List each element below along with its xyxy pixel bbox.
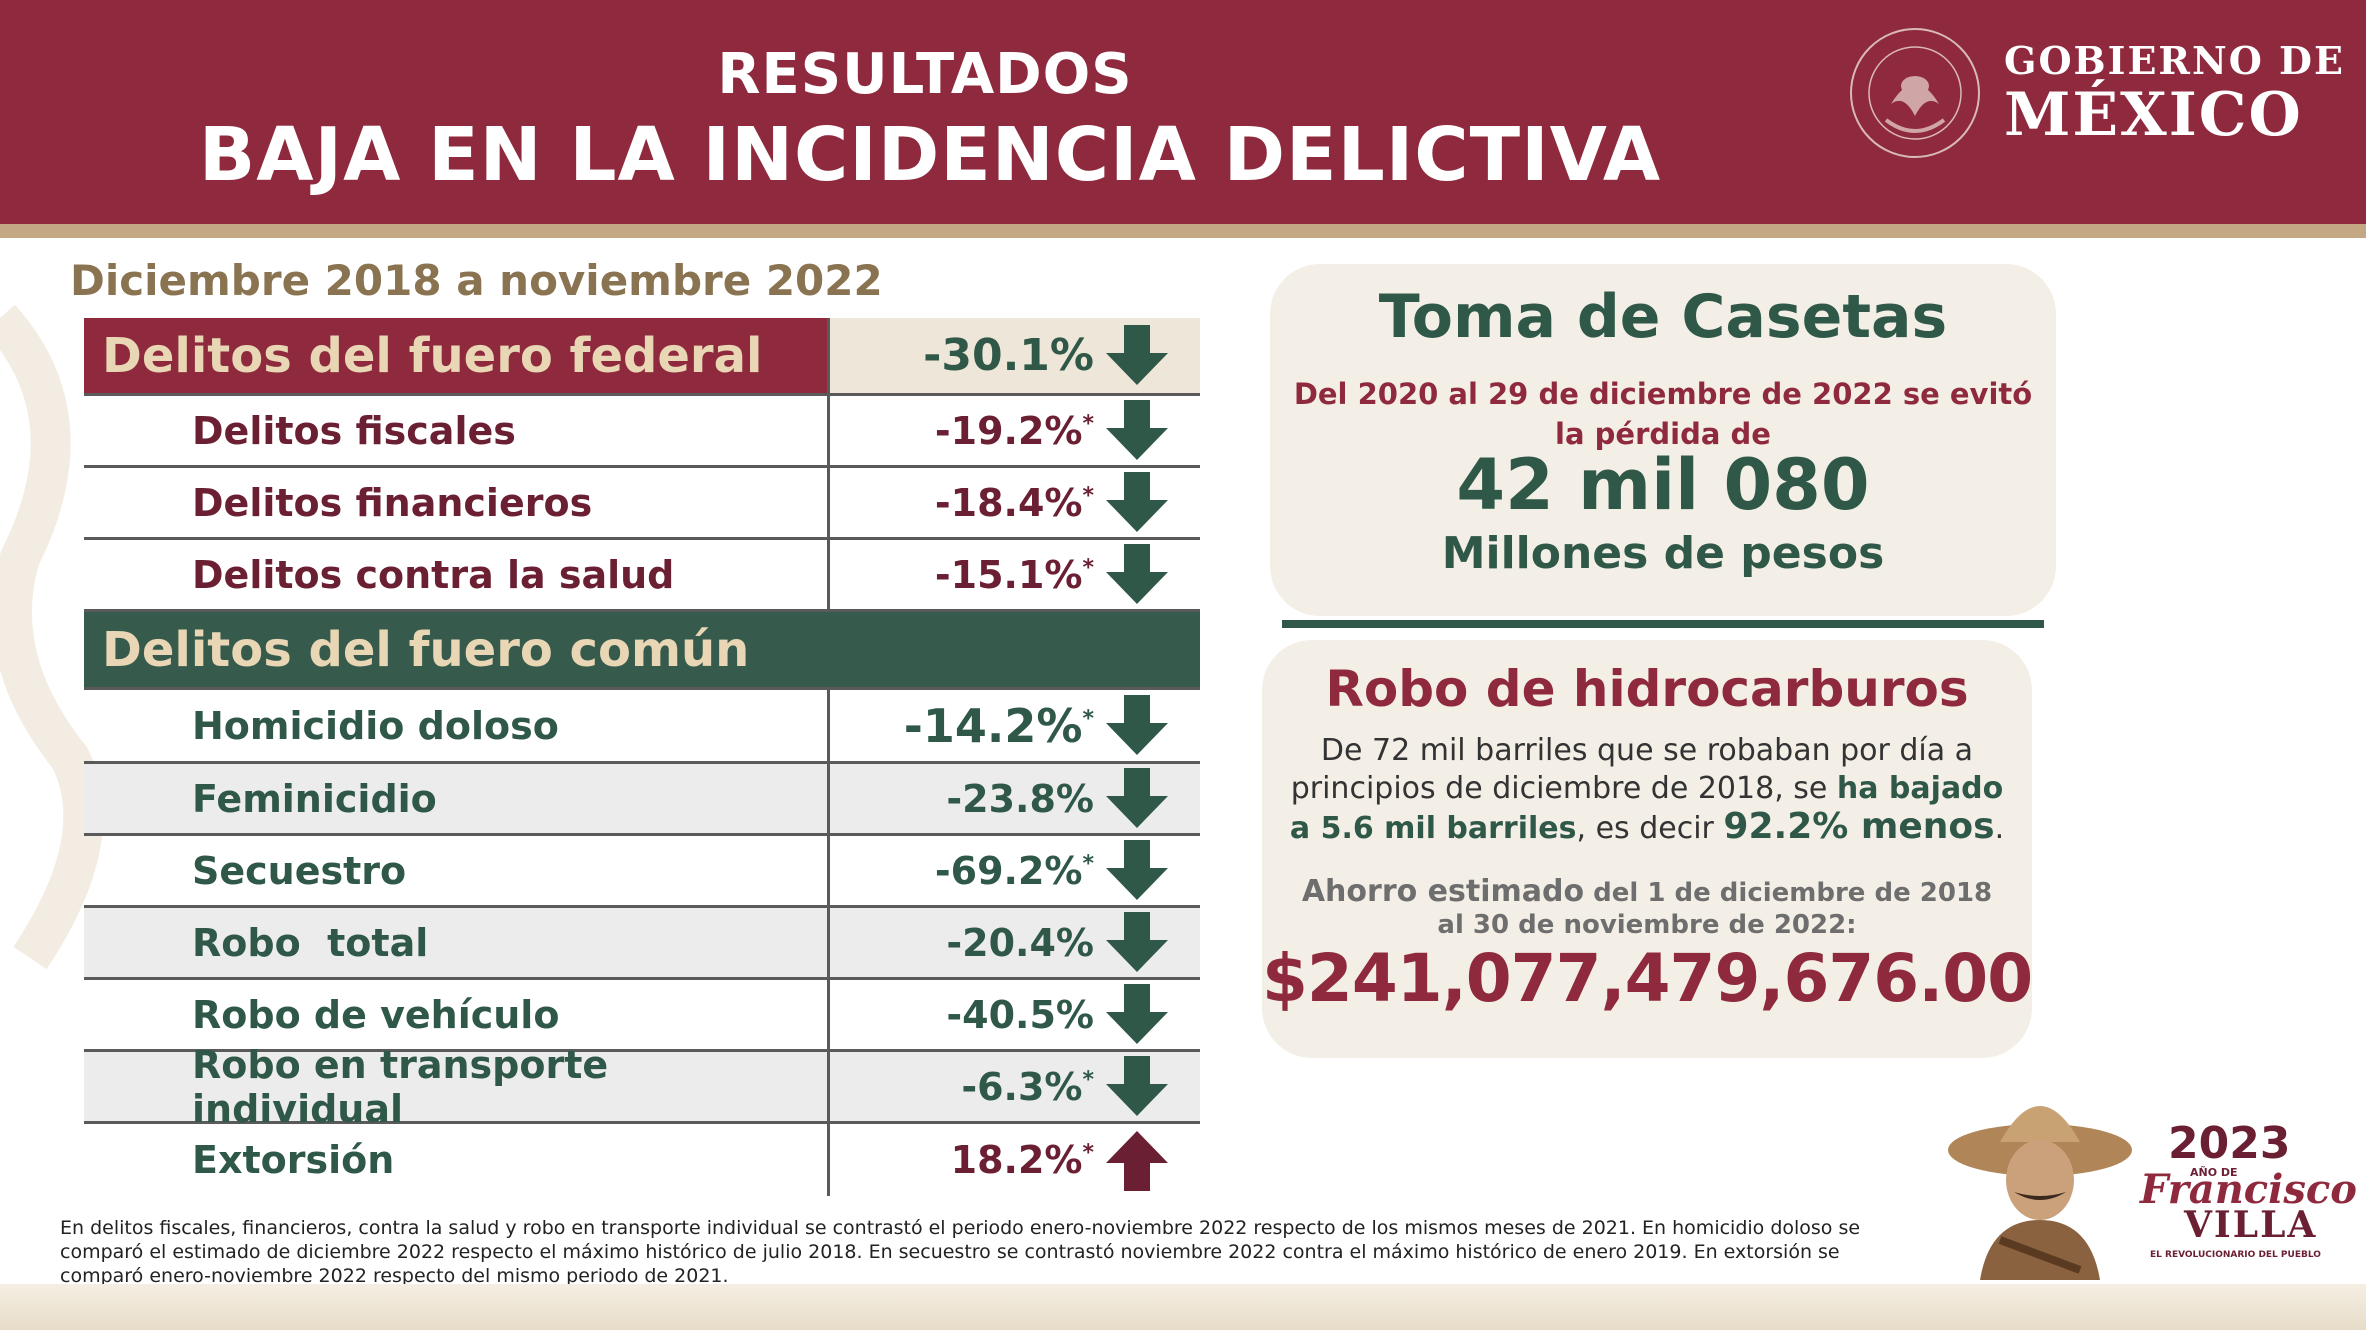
logo-line-2: MÉXICO: [2004, 80, 2303, 150]
villa-year: 2023: [2168, 1118, 2291, 1169]
table-row: Delitos contra la salud -15.1%*: [84, 540, 1200, 612]
row-value: -23.8%: [946, 776, 1094, 821]
villa-tagline: EL REVOLUCIONARIO DEL PUEBLO: [2150, 1250, 2321, 1260]
casetas-title: Toma de Casetas: [1378, 282, 1948, 352]
casetas-text: Del 2020 al 29 de diciembre de 2022 se e…: [1293, 377, 2033, 451]
row-value: -40.5%: [946, 992, 1094, 1037]
francisco-villa-portrait-icon: [1948, 1106, 2132, 1280]
villa-name-2: VILLA: [2184, 1204, 2318, 1246]
robo-text: De 72 mil barriles que se robaban por dí…: [1289, 733, 2005, 847]
table-row: Secuestro -69.2%*: [84, 836, 1200, 908]
arrow-down-icon: [1106, 324, 1168, 385]
row-label: Robo de vehículo: [192, 992, 560, 1037]
villa-name-1: Francisco: [2140, 1166, 2357, 1213]
arrow-down-icon: [1106, 1055, 1168, 1116]
row-value: -20.4%: [946, 920, 1094, 965]
arrow-down-icon: [1106, 983, 1168, 1044]
table-row-comun-header: Delitos del fuero común: [84, 612, 1200, 690]
table-row: Robo de vehículo -40.5%: [84, 980, 1200, 1052]
row-label: Robo en transporte individual: [192, 1042, 609, 1131]
bottom-stripe: [0, 1284, 2366, 1330]
table-row: Feminicidio -23.8%: [84, 764, 1200, 836]
mexico-seal-icon: [1850, 28, 1980, 158]
row-label: Extorsión: [192, 1138, 395, 1182]
row-label: Delitos fiscales: [192, 408, 516, 453]
table-row: Robo total -20.4%: [84, 908, 1200, 980]
row-label: Delitos financieros: [192, 480, 593, 525]
table-row: Extorsión 18.2%*: [84, 1124, 1200, 1196]
table-row: Delitos financieros -18.4%*: [84, 468, 1200, 540]
row-value: -6.3%*: [961, 1064, 1094, 1109]
table-row-federal-header: Delitos del fuero federal -30.1%: [84, 318, 1200, 396]
row-label: Homicidio doloso: [192, 703, 559, 748]
header-title: BAJA EN LA INCIDENCIA DELICTIVA: [198, 112, 1662, 198]
row-value: -18.4%*: [934, 480, 1094, 525]
row-label: Delitos contra la salud: [192, 552, 675, 597]
arrow-down-icon: [1106, 543, 1168, 604]
table-row: Delitos fiscales -19.2%*: [84, 396, 1200, 468]
arrow-down-icon: [1106, 471, 1168, 532]
arrow-up-icon: [1106, 1131, 1168, 1191]
casetas-amount: 42 mil 080: [1456, 444, 1870, 526]
row-value: 18.2%*: [950, 1138, 1094, 1182]
arrow-down-icon: [1106, 839, 1168, 900]
header-stripe: [0, 224, 2366, 238]
hidrocarburos-panel: Robo de hidrocarburos De 72 mil barriles…: [1262, 640, 2033, 1058]
ahorro-amount: $241,077,479,676.00: [1262, 940, 2033, 1017]
arrow-down-icon: [1106, 767, 1168, 828]
casetas-unit: Millones de pesos: [1441, 528, 1885, 579]
background-ornament: [0, 304, 104, 970]
villa-ano-de: AÑO DE: [2190, 1166, 2238, 1179]
arrow-down-icon: [1106, 694, 1168, 755]
period-label: Diciembre 2018 a noviembre 2022: [70, 256, 883, 305]
federal-header-value: -30.1%: [923, 330, 1094, 381]
row-label: Robo total: [192, 920, 429, 965]
footnote: En delitos fiscales, financieros, contra…: [60, 1217, 1861, 1287]
casetas-panel: Toma de Casetas Del 2020 al 29 de diciem…: [1270, 264, 2056, 616]
row-value: -14.2%*: [903, 698, 1094, 753]
logo-line-1: GOBIERNO DE: [2004, 38, 2345, 83]
robo-title: Robo de hidrocarburos: [1325, 660, 1969, 718]
row-value: -19.2%*: [934, 408, 1094, 453]
header-banner: [0, 0, 2366, 224]
row-label: Secuestro: [192, 848, 407, 893]
table-row: Homicidio doloso -14.2%*: [84, 690, 1200, 764]
table-row: Robo en transporte individual -6.3%*: [84, 1043, 1200, 1131]
row-value: -69.2%*: [934, 848, 1094, 893]
federal-header-label: Delitos del fuero federal: [102, 327, 763, 384]
row-value: -15.1%*: [934, 552, 1094, 597]
arrow-down-icon: [1106, 911, 1168, 972]
header-subtitle: RESULTADOS: [717, 42, 1133, 107]
ahorro-label: Ahorro estimado del 1 de diciembre de 20…: [1301, 874, 1993, 941]
comun-header-label: Delitos del fuero común: [102, 621, 750, 678]
crime-table: Delitos del fuero federal -30.1% Delitos…: [84, 318, 1200, 1196]
row-label: Feminicidio: [192, 776, 437, 821]
arrow-down-icon: [1106, 399, 1168, 460]
panel-divider: [1282, 620, 2044, 628]
